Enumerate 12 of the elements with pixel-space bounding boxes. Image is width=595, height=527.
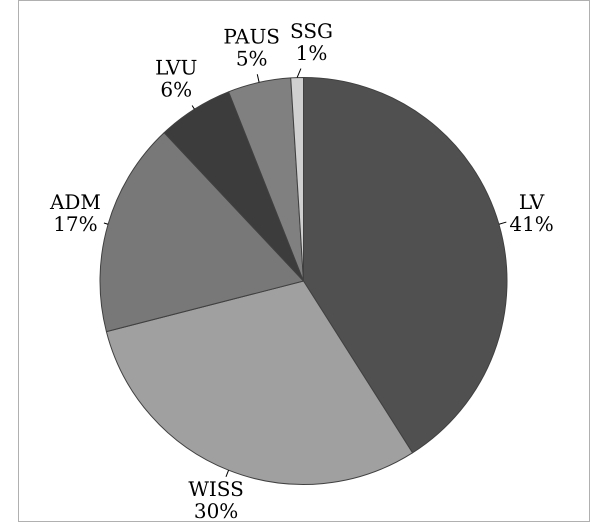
data-label: 5%	[236, 46, 268, 70]
slice-label: LV	[518, 190, 545, 214]
data-label: 17%	[53, 212, 98, 236]
slice-label: LVU	[155, 56, 198, 80]
slice-label: WISS	[188, 477, 244, 502]
data-label: 41%	[509, 212, 554, 236]
slice-label: PAUS	[223, 24, 280, 48]
data-label: 1%	[296, 40, 328, 65]
data-label: 6%	[160, 78, 192, 102]
slice-label: ADM	[48, 190, 101, 214]
slice-label: SSG	[290, 18, 334, 43]
data-label: 30%	[194, 499, 238, 524]
